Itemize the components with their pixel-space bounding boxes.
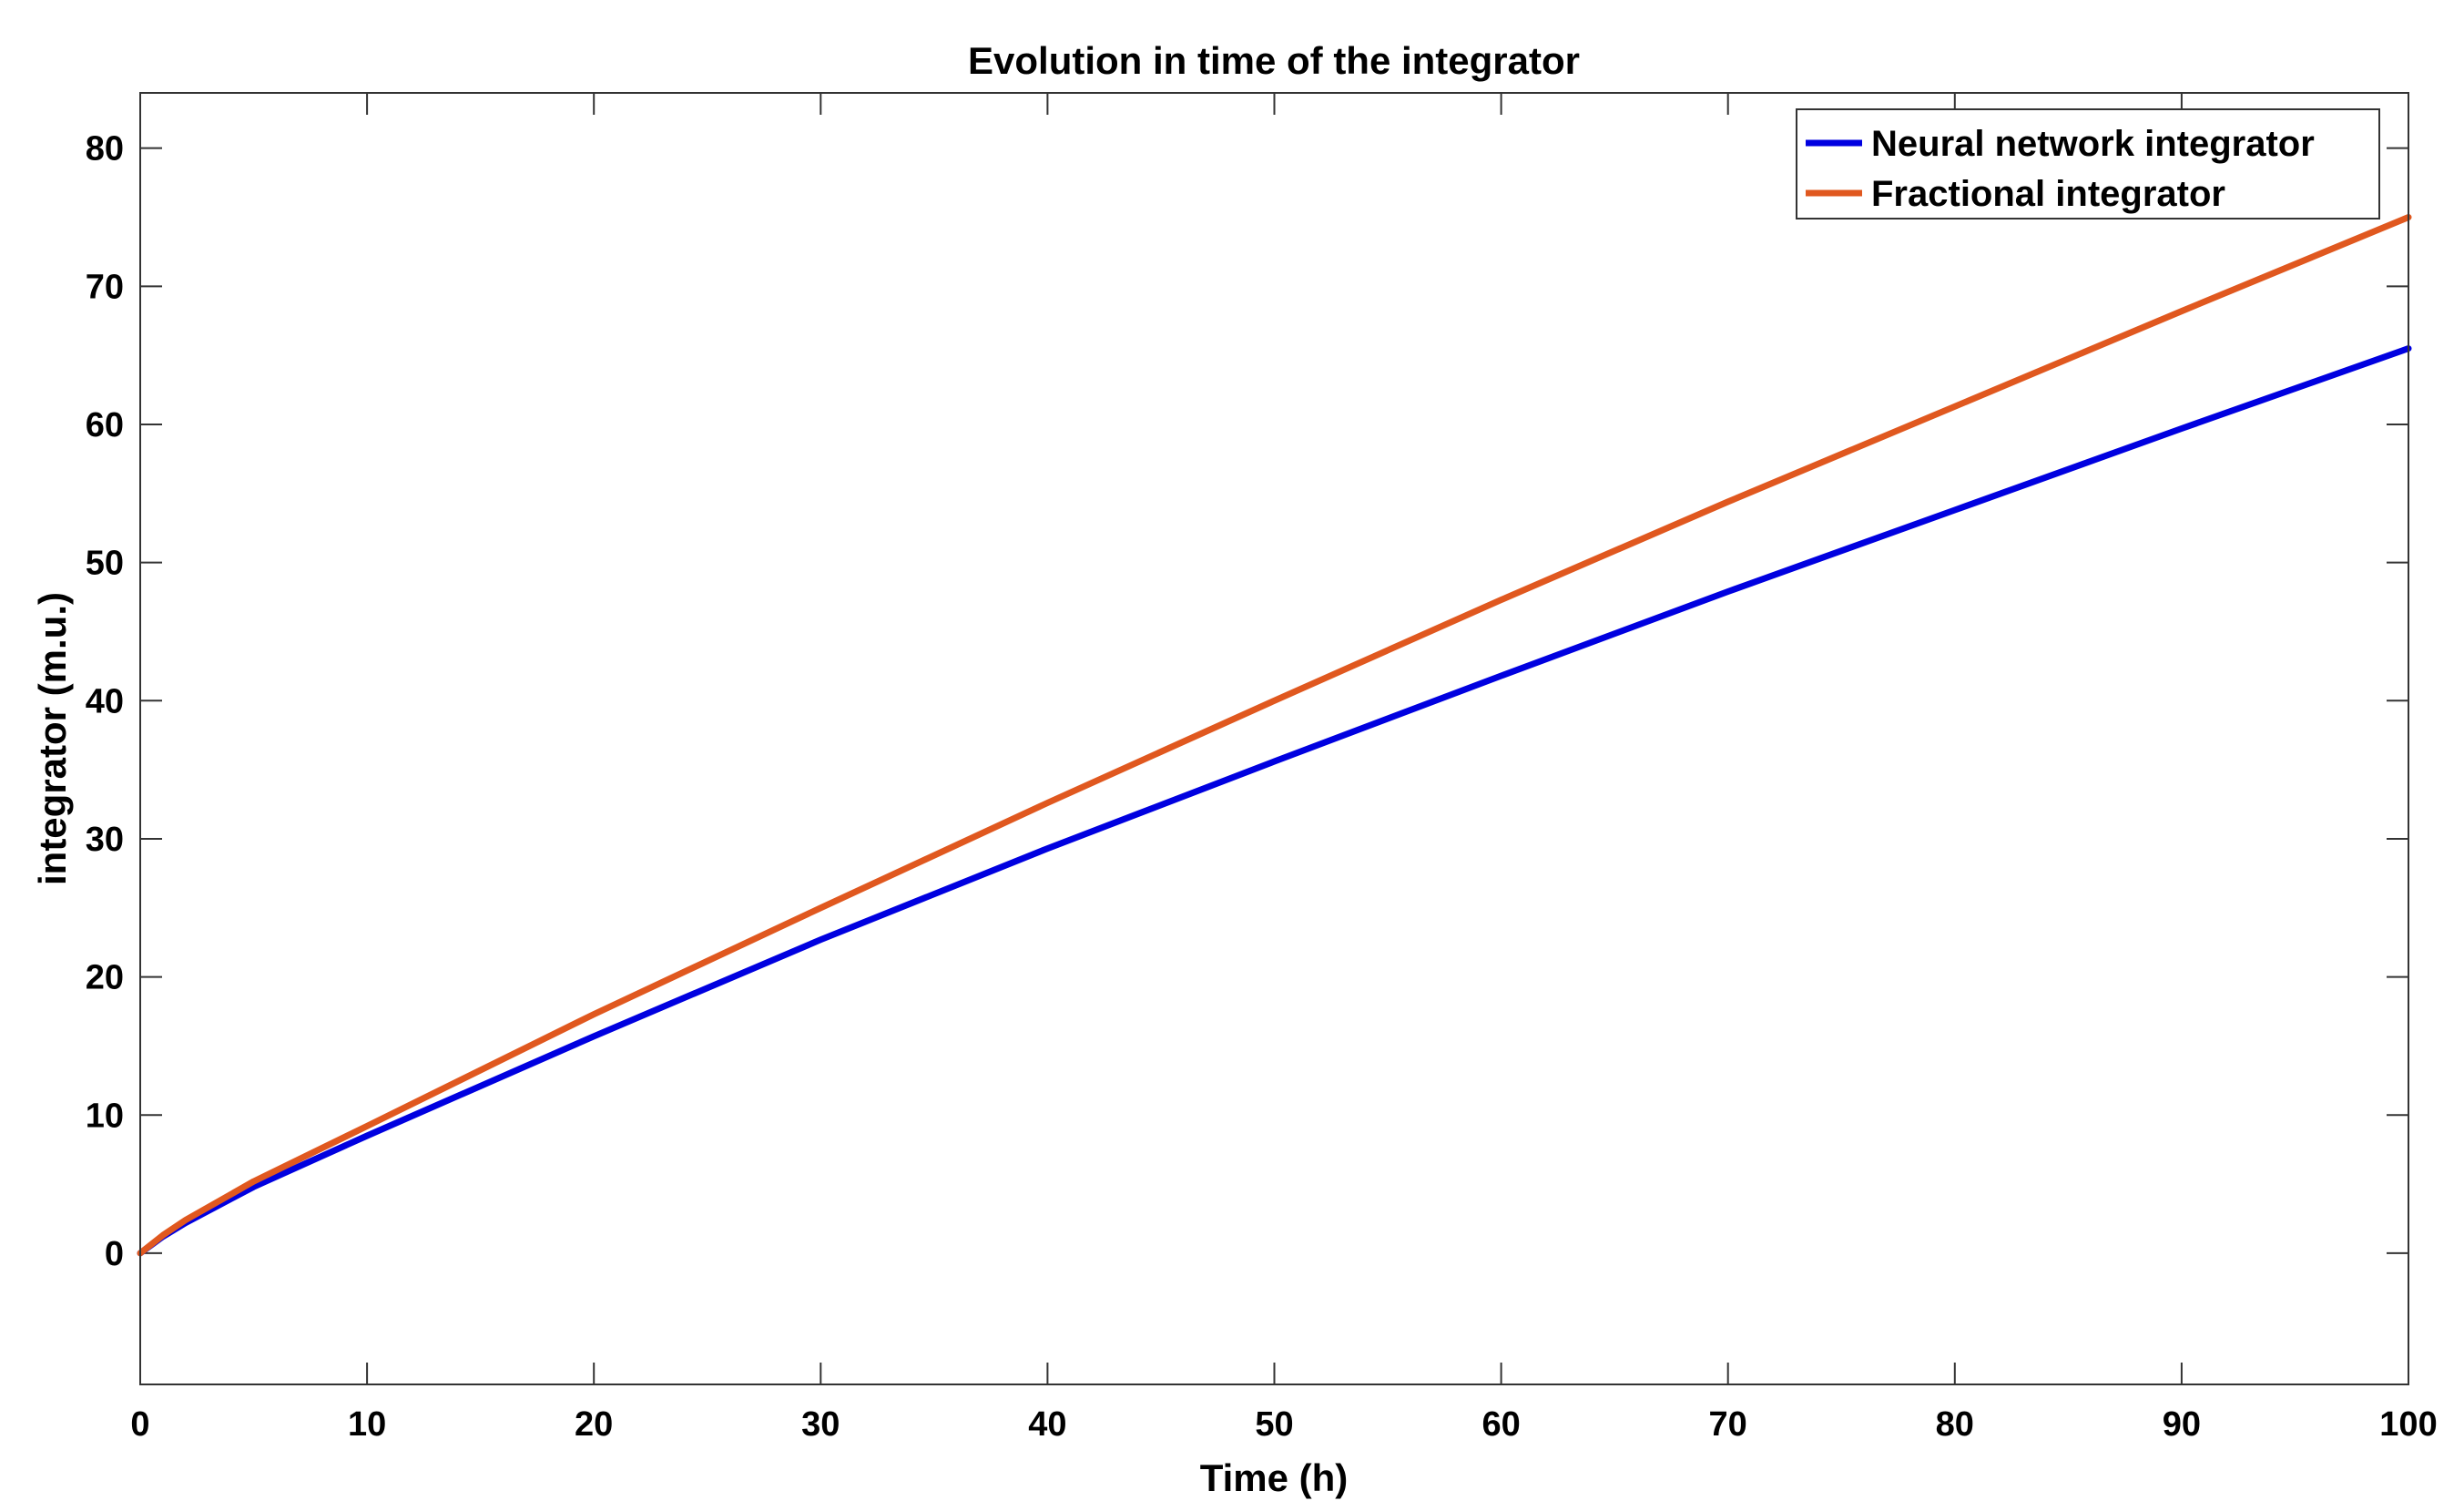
x-tick-label: 30 [801, 1405, 840, 1444]
y-tick-label: 20 [86, 959, 124, 997]
y-tick-label: 0 [105, 1235, 124, 1273]
y-tick-label: 80 [86, 130, 124, 168]
x-tick-label: 60 [1481, 1405, 1520, 1444]
y-tick-label: 60 [86, 406, 124, 444]
legend: Neural network integrator Fractional int… [1796, 108, 2380, 220]
x-tick-label: 70 [1709, 1405, 1747, 1444]
legend-box [1796, 108, 2380, 220]
legend-label-fractional: Fractional integrator [1871, 174, 2225, 214]
x-tick-label: 100 [2379, 1405, 2437, 1444]
tick-labels: 0 10 20 30 40 50 60 70 80 90 100 0 10 20 30 40 50 60 70 80 [86, 130, 2438, 1444]
y-tick-label: 70 [86, 268, 124, 306]
x-tick-label: 0 [130, 1405, 149, 1444]
x-tick-label: 50 [1255, 1405, 1293, 1444]
y-axis-title: integrator (m.u.) [31, 592, 74, 885]
legend-label-neural-network: Neural network integrator [1871, 124, 2315, 164]
y-tick-label: 40 [86, 682, 124, 720]
axis-ticks [139, 93, 2409, 1384]
x-tick-label: 80 [1936, 1405, 1974, 1444]
x-tick-label: 20 [575, 1405, 613, 1444]
y-tick-label: 30 [86, 821, 124, 859]
x-tick-label: 10 [348, 1405, 386, 1444]
chart-title: Evolution in time of the integrator [968, 39, 1580, 82]
series-lines [137, 214, 2412, 1257]
x-tick-label: 90 [2163, 1405, 2201, 1444]
series-line-1 [137, 214, 2412, 1257]
y-tick-label: 50 [86, 545, 124, 583]
y-tick-label: 10 [86, 1097, 124, 1135]
x-tick-label: 40 [1028, 1405, 1066, 1444]
x-axis-title: Time (h) [1200, 1456, 1349, 1499]
plot-frame [139, 92, 2409, 1385]
